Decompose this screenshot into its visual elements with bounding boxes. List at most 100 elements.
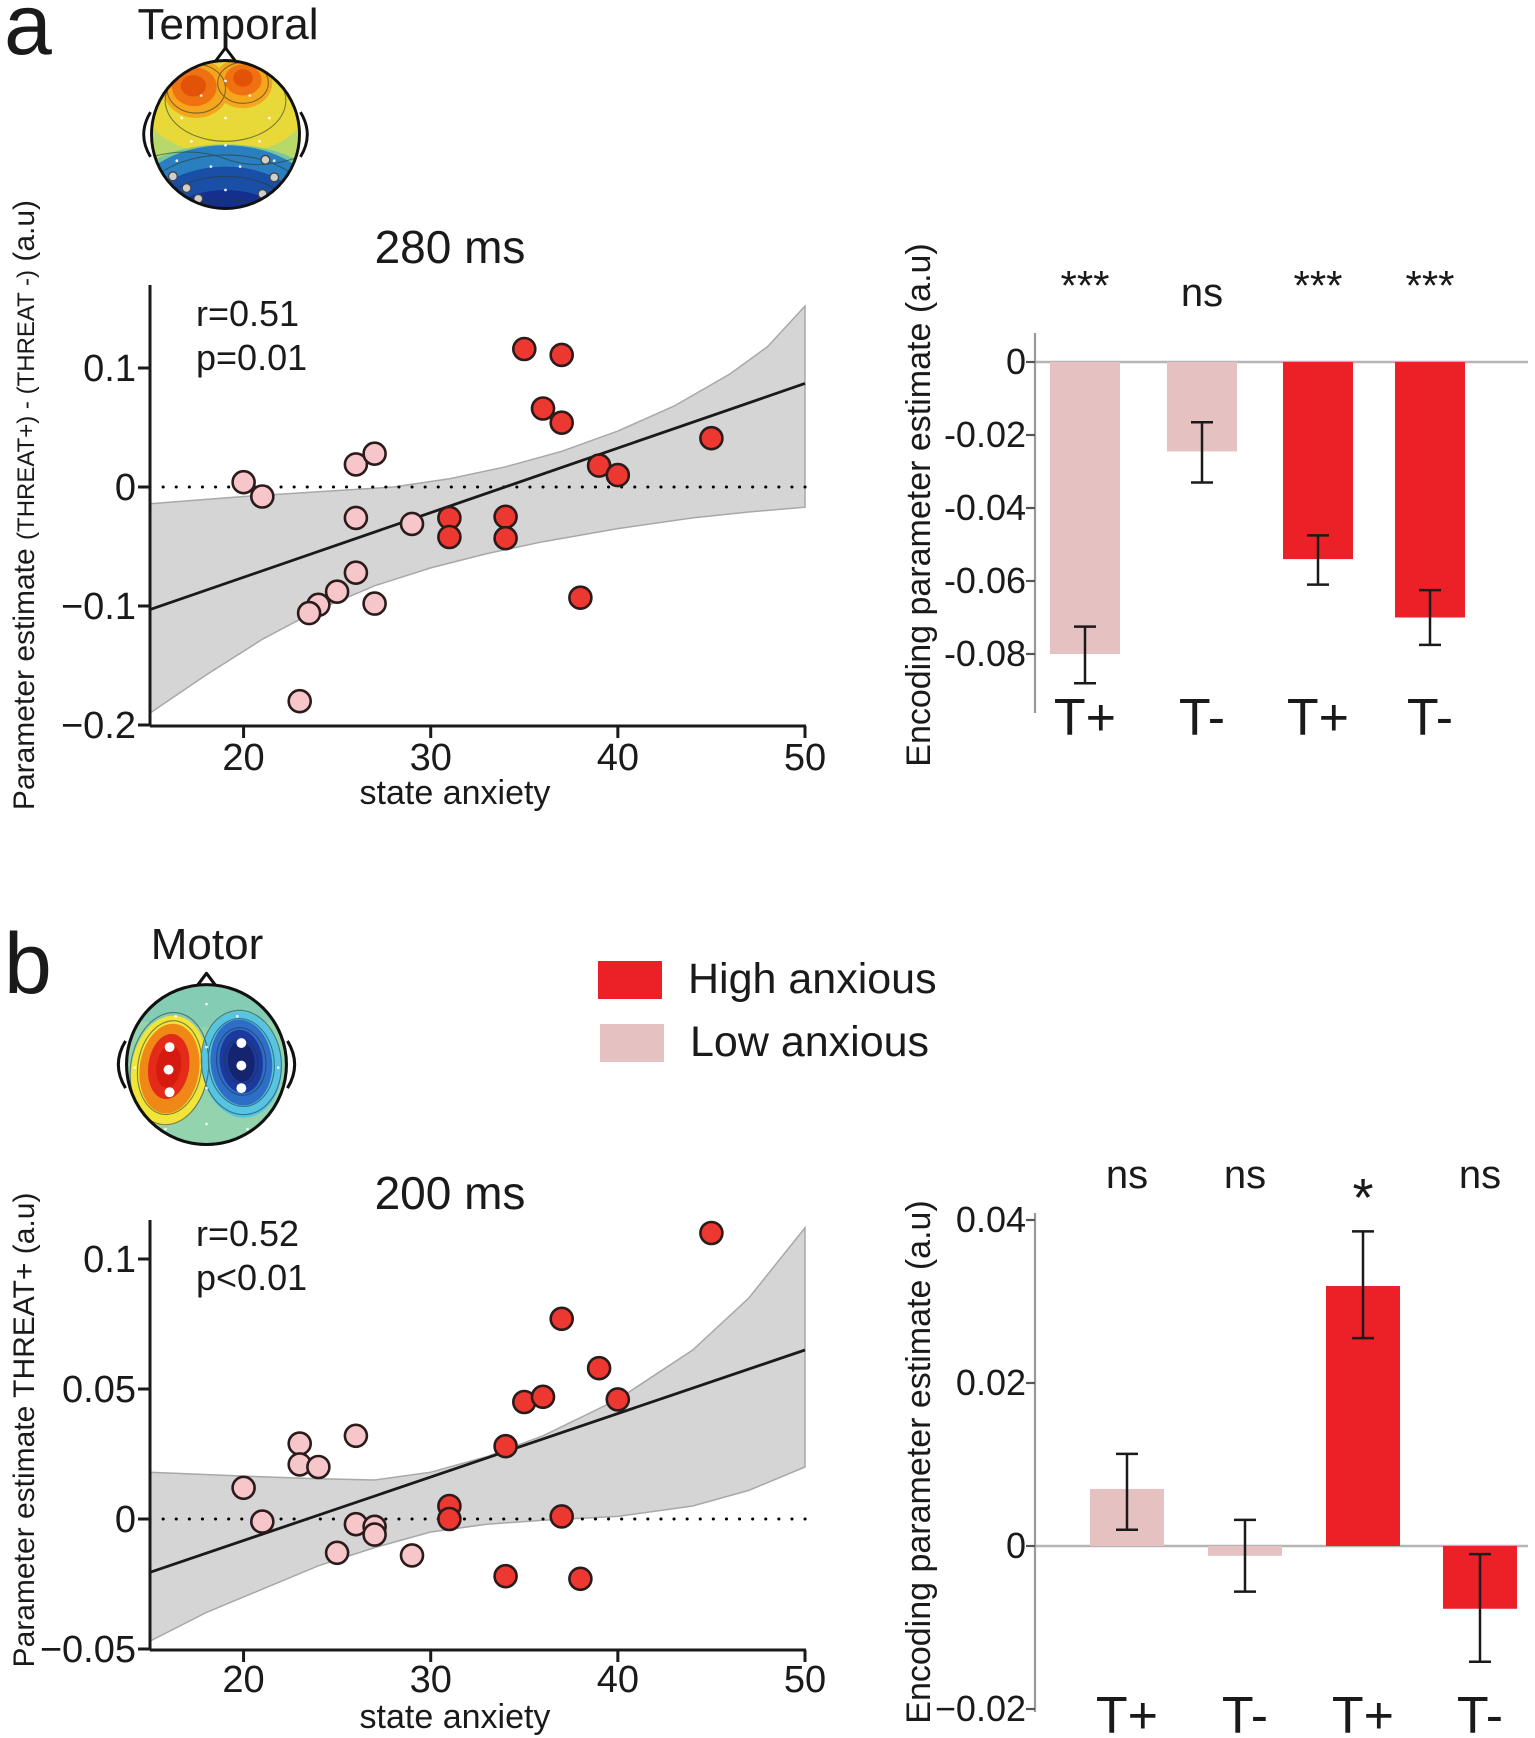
scatter-point-low-anxious [249, 484, 275, 509]
scatter-point-high-anxious [568, 1566, 593, 1592]
scatter-point-low-anxious [399, 511, 425, 537]
legend-label-low: Low anxious [690, 1018, 930, 1066]
panel-b-letter: b [4, 916, 52, 1012]
y-tick-label: −0.02 [935, 1688, 1026, 1729]
panel-b-region-label: Motor [150, 920, 264, 969]
legend-swatch-high [598, 960, 662, 999]
category-label: T- [1222, 1687, 1268, 1738]
bars-a-ylabel: Encoding parameter estimate (a.u) [900, 243, 938, 766]
scatter-point-low-anxious [249, 1509, 275, 1534]
scatter-point-high-anxious [437, 1506, 462, 1532]
category-label: T- [1179, 689, 1225, 747]
y-tick-label: 0 [1006, 341, 1026, 382]
scatter-a-xlabel: state anxiety [359, 774, 551, 812]
left-ear-icon [142, 111, 152, 158]
head-outline [150, 59, 301, 210]
scatter-a-ylabel: Parameter estimate (THREAT+) - (THREAT -… [8, 200, 41, 810]
scatter-point-low-anxious [362, 441, 387, 467]
scatter-point-high-anxious [605, 462, 631, 488]
category-label: T+ [1287, 689, 1349, 747]
y-tick-label: 0.05 [62, 1369, 136, 1411]
topomap-temporal [142, 46, 309, 210]
y-tick-label: -0.08 [944, 633, 1026, 674]
scatter-point-high-anxious [549, 1504, 575, 1529]
significance-marker: *** [1405, 262, 1454, 309]
significance-marker: *** [1293, 262, 1342, 309]
topomap-motor [116, 971, 297, 1147]
scatter-point-low-anxious [324, 1540, 350, 1566]
scatter-point-low-anxious [287, 1431, 313, 1456]
scatter-point-high-anxious [530, 396, 556, 421]
legend-swatch-low [600, 1023, 664, 1062]
panel-a-region-label: Temporal [137, 0, 319, 49]
stat-p: p<0.01 [196, 1256, 308, 1298]
topomap-motor-field [126, 984, 287, 1145]
scatter-point-low-anxious [287, 688, 313, 714]
legend-label-high: High anxious [688, 955, 937, 1003]
significance-marker: ns [1459, 1153, 1501, 1197]
bar-chart-280ms: 0 -0.02 -0.04 -0.06 -0.08 *** T+ ns T- *** T+ *** T- [944, 262, 1528, 747]
scatter-point-high-anxious [568, 585, 593, 611]
y-tick-label: −0.05 [40, 1629, 136, 1671]
confidence-band [149, 1225, 806, 1643]
significance-marker: ns [1181, 271, 1223, 315]
significance-marker: *** [1060, 262, 1109, 309]
scatter-point-low-anxious [324, 579, 350, 605]
right-ear-icon [286, 1040, 297, 1089]
bar-chart-200ms: 0.04 0.02 0 −0.02 ns T+ ns T- * T+ ns T- [935, 1153, 1528, 1738]
head-outline [125, 983, 288, 1147]
x-tick-label: 20 [222, 1659, 264, 1701]
electrode-dots [133, 1002, 280, 1131]
bar-T--high [1395, 362, 1465, 618]
scatter-b-stats: r=0.52 p<0.01 [196, 1212, 307, 1300]
y-tick-label: -0.02 [944, 414, 1026, 455]
scatter-point-low-anxious [399, 1543, 425, 1568]
bar-T+-low [1050, 362, 1120, 654]
category-label: T- [1457, 1687, 1503, 1738]
right-ear-icon [299, 111, 309, 158]
panel-a-letter: a [4, 0, 52, 73]
legend-item-high-anxious: High anxious [598, 955, 937, 1004]
scatter-a-title: 280 ms [374, 221, 526, 273]
y-tick-label: −0.2 [61, 705, 136, 747]
stat-r: r=0.51 [196, 293, 300, 334]
scatter-point-low-anxious [343, 1423, 369, 1449]
significance-marker: ns [1224, 1153, 1266, 1197]
marked-electrodes [163, 1038, 247, 1098]
x-tick-label: 30 [410, 737, 452, 779]
scatter-b-xlabel: state anxiety [359, 1698, 551, 1736]
bar-T+-high [1283, 362, 1353, 560]
y-tick-label: 0.1 [83, 348, 136, 390]
scatter-point-high-anxious [530, 1384, 556, 1410]
y-tick-label: -0.04 [944, 487, 1026, 528]
scatter-point-high-anxious [699, 1220, 724, 1246]
scatter-point-high-anxious [493, 1563, 518, 1589]
scatter-b-ylabel: Parameter estimate THREAT+ (a.u) [8, 1193, 41, 1668]
category-label: T+ [1332, 1687, 1394, 1738]
stat-p: p=0.01 [196, 336, 308, 378]
scatter-point-high-anxious [549, 342, 575, 368]
scatter-point-low-anxious [306, 1454, 331, 1480]
x-tick-label: 50 [784, 1659, 826, 1701]
scatter-point-low-anxious [231, 469, 256, 495]
x-tick-label: 30 [410, 1659, 452, 1701]
regression-line [149, 1348, 806, 1574]
confidence-band [149, 304, 806, 715]
x-tick-label: 40 [597, 737, 639, 779]
y-tick-label: 0 [115, 1499, 136, 1541]
scatter-b-title: 200 ms [374, 1167, 526, 1219]
y-tick-label: 0.04 [956, 1199, 1026, 1240]
significance-marker: ns [1106, 1153, 1148, 1197]
scatter-point-high-anxious [511, 336, 537, 362]
y-tick-label: 0.02 [956, 1362, 1026, 1403]
bars-b-ylabel: Encoding parameter estimate (a.u) [900, 1200, 938, 1723]
scatter-point-high-anxious [586, 1355, 612, 1381]
x-tick-label: 50 [784, 737, 826, 779]
scatter-point-high-anxious [605, 1387, 631, 1412]
significance-marker: * [1352, 1168, 1373, 1228]
y-tick-label: -0.06 [944, 560, 1026, 601]
y-tick-label: 0.1 [83, 1239, 136, 1281]
scatter-point-low-anxious [343, 452, 369, 477]
